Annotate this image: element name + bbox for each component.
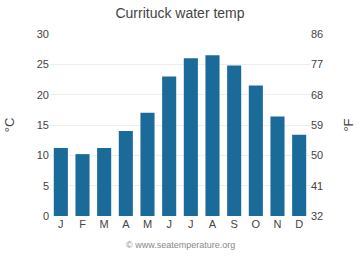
svg-text:32: 32: [311, 210, 323, 222]
svg-text:41: 41: [311, 180, 323, 192]
svg-text:A: A: [209, 218, 217, 230]
svg-text:O: O: [252, 218, 261, 230]
svg-text:S: S: [230, 218, 237, 230]
svg-text:10: 10: [37, 149, 49, 161]
svg-text:°C: °C: [2, 118, 17, 133]
svg-text:59: 59: [311, 119, 323, 131]
svg-text:M: M: [100, 218, 109, 230]
svg-text:15: 15: [37, 119, 49, 131]
svg-text:77: 77: [311, 58, 323, 70]
svg-text:© www.seatemperature.org: © www.seatemperature.org: [126, 240, 235, 250]
svg-text:D: D: [295, 218, 303, 230]
svg-text:M: M: [143, 218, 152, 230]
svg-text:50: 50: [311, 149, 323, 161]
svg-text:86: 86: [311, 28, 323, 40]
svg-text:Currituck water temp: Currituck water temp: [115, 5, 244, 21]
svg-text:F: F: [79, 218, 86, 230]
svg-text:0: 0: [43, 210, 49, 222]
svg-text:°F: °F: [341, 118, 356, 131]
svg-text:25: 25: [37, 58, 49, 70]
svg-text:J: J: [166, 218, 172, 230]
svg-text:68: 68: [311, 89, 323, 101]
svg-text:J: J: [188, 218, 194, 230]
svg-text:20: 20: [37, 89, 49, 101]
svg-text:A: A: [122, 218, 130, 230]
svg-text:J: J: [58, 218, 64, 230]
svg-text:5: 5: [43, 180, 49, 192]
svg-text:N: N: [274, 218, 282, 230]
svg-text:30: 30: [37, 28, 49, 40]
